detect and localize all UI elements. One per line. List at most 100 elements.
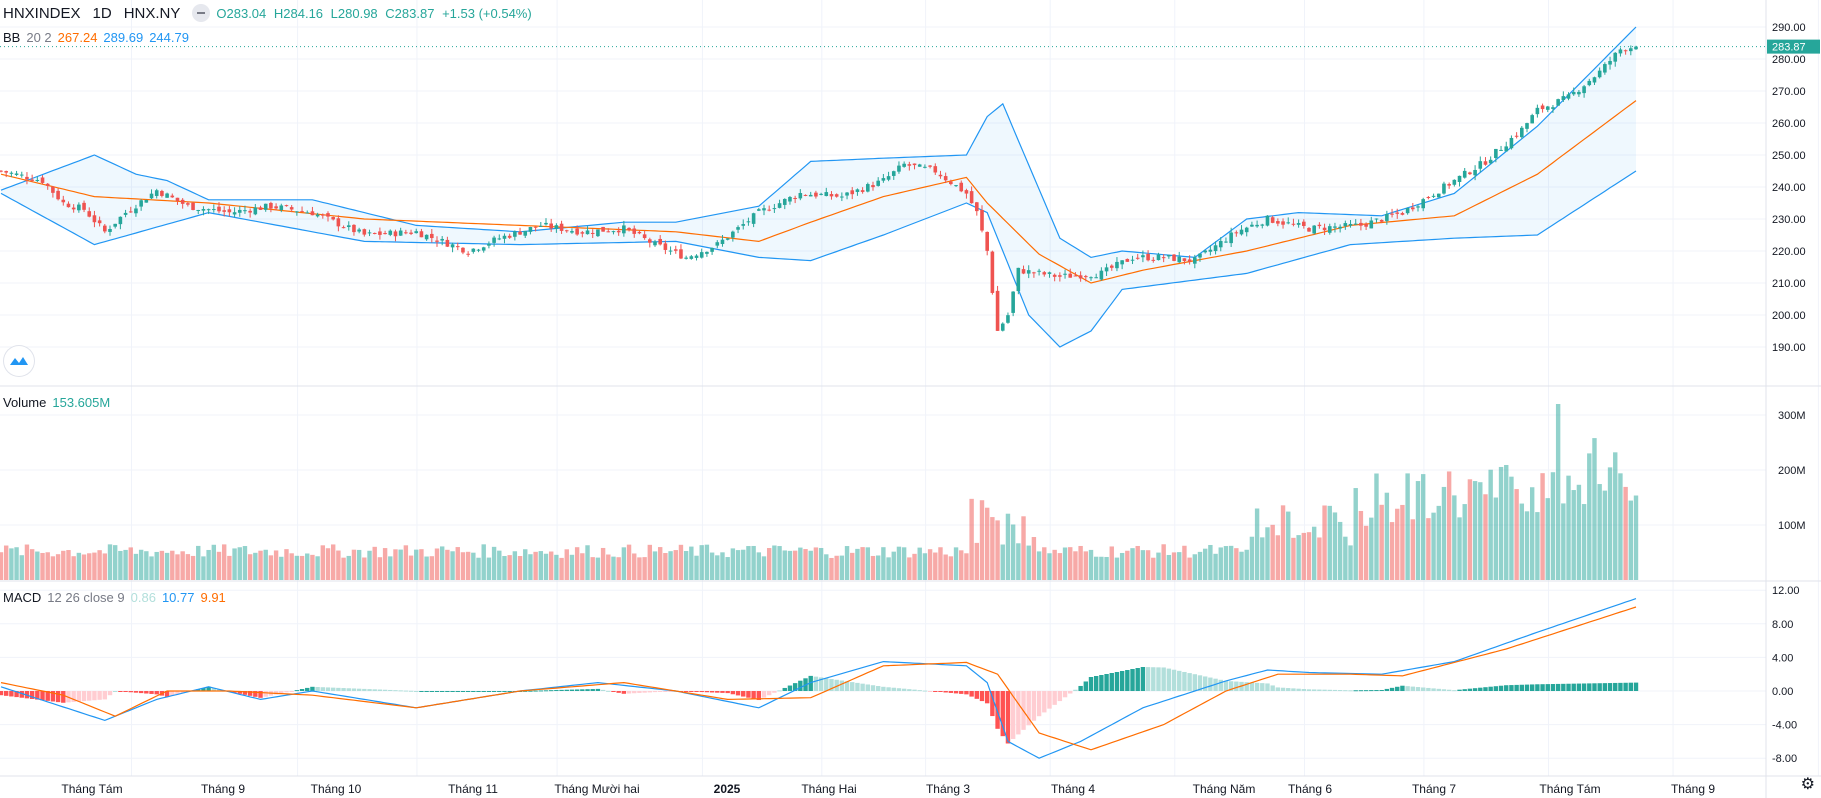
candle-body	[445, 239, 450, 247]
volume-bar	[1062, 547, 1068, 580]
macd-histogram-bar	[1182, 671, 1187, 691]
candle-body	[1135, 257, 1140, 259]
bb-legend[interactable]: BB 20 2 267.24 289.69 244.79	[3, 30, 195, 45]
macd-histogram-bar	[1545, 684, 1550, 691]
collapse-icon[interactable]	[192, 4, 211, 22]
price-axis-tick: 250.00	[1772, 150, 1806, 162]
candle-body	[253, 207, 258, 215]
candle-body	[1239, 229, 1244, 235]
volume-bar	[507, 555, 512, 580]
tradingview-logo[interactable]	[4, 346, 34, 376]
volume-bar	[792, 550, 798, 580]
macd-histogram-bar	[1613, 682, 1618, 691]
candle-body	[808, 194, 813, 197]
volume-bar	[1244, 549, 1249, 580]
macd-histogram-bar	[933, 691, 938, 692]
change-value: +1.53 (+0.54%)	[442, 5, 532, 21]
volume-bar	[621, 547, 627, 580]
volume-bar	[1073, 551, 1078, 580]
macd-histogram-bar	[279, 691, 284, 694]
macd-histogram-bar	[964, 691, 969, 695]
volume-bar	[850, 552, 855, 580]
candle-body	[544, 222, 548, 225]
volume-bar	[720, 552, 725, 580]
macd-histogram-bar	[216, 689, 222, 691]
macd-histogram-bar	[1286, 688, 1291, 691]
macd-histogram-bar	[912, 689, 917, 691]
macd-histogram-bar	[112, 691, 118, 692]
macd-histogram-bar	[1535, 684, 1540, 691]
candle-body	[886, 176, 891, 180]
volume-bar	[1597, 484, 1602, 580]
candle-body	[1379, 219, 1384, 222]
volume-bar	[128, 547, 133, 580]
candle-body	[435, 240, 439, 242]
settings-gear-icon[interactable]: ⚙	[1800, 776, 1815, 793]
volume-bar	[1488, 469, 1493, 580]
volume-bar	[1426, 518, 1431, 580]
volume-bar	[1628, 500, 1634, 580]
macd-histogram-bar	[585, 689, 590, 691]
volume-bar	[1602, 490, 1608, 580]
candle-body	[585, 230, 590, 235]
macd-histogram-bar	[1275, 687, 1281, 691]
volume-bar	[1301, 532, 1307, 580]
macd-histogram-bar	[1337, 690, 1343, 692]
volume-bar	[237, 547, 242, 580]
macd-histogram-bar	[1607, 683, 1613, 691]
macd-histogram-bar	[657, 691, 663, 692]
macd-histogram-bar	[1576, 683, 1582, 691]
candle-body	[1037, 270, 1041, 272]
macd-histogram-bar	[1332, 689, 1338, 691]
macd-histogram-bar	[611, 691, 616, 692]
macd-histogram-bar	[97, 691, 102, 700]
macd-histogram-bar	[1223, 680, 1229, 691]
macd-legend[interactable]: MACD 12 26 close 9 0.86 10.77 9.91	[3, 590, 232, 605]
volume-bar	[751, 545, 756, 580]
candle-body	[305, 212, 310, 214]
volume-bar	[50, 556, 56, 580]
macd-histogram-bar	[829, 679, 834, 691]
macd-histogram-bar	[907, 689, 912, 691]
macd-histogram-bar	[1441, 689, 1447, 691]
candle-body	[975, 202, 979, 212]
macd-histogram-bar	[948, 691, 954, 693]
macd-histogram-bar	[1052, 691, 1057, 705]
candle-body	[367, 232, 372, 234]
macd-histogram-bar	[569, 689, 575, 691]
interval-label[interactable]: 1D	[92, 4, 112, 22]
volume-legend[interactable]: Volume 153.605M	[3, 395, 116, 410]
macd-histogram-bar	[14, 691, 19, 698]
macd-histogram-bar	[1068, 691, 1073, 694]
macd-name: MACD	[3, 590, 42, 605]
symbol-name[interactable]: HNXINDEX	[3, 4, 81, 22]
macd-histogram-bar	[891, 687, 896, 691]
macd-histogram-bar	[1353, 690, 1358, 692]
candle-body	[1094, 277, 1098, 279]
candle-body	[1193, 257, 1197, 264]
candle-body	[497, 238, 502, 240]
candle-body	[97, 220, 102, 224]
volume-bar	[803, 549, 808, 580]
candle-body	[632, 228, 637, 234]
candle-body	[1146, 253, 1150, 261]
volume-bar	[1306, 532, 1312, 580]
candle-body	[689, 256, 694, 259]
volume-bar	[476, 557, 481, 580]
candle-body	[1203, 250, 1207, 253]
volume-bar	[1083, 551, 1089, 580]
price-axis-tick: 190.00	[1772, 342, 1806, 354]
volume-bar	[855, 548, 860, 580]
volume-bar	[564, 549, 569, 580]
volume-bar	[253, 552, 258, 580]
time-axis-tick: Tháng 9	[201, 782, 245, 796]
price-axis-tick: 260.00	[1772, 118, 1806, 130]
candle-body	[1229, 232, 1233, 244]
volume-bar	[953, 547, 959, 580]
macd-histogram-bar	[341, 688, 346, 691]
time-axis-tick: Tháng Tám	[1539, 782, 1600, 796]
candle-body	[1525, 123, 1529, 129]
macd-histogram-bar	[927, 691, 933, 692]
candle-body	[803, 194, 808, 196]
